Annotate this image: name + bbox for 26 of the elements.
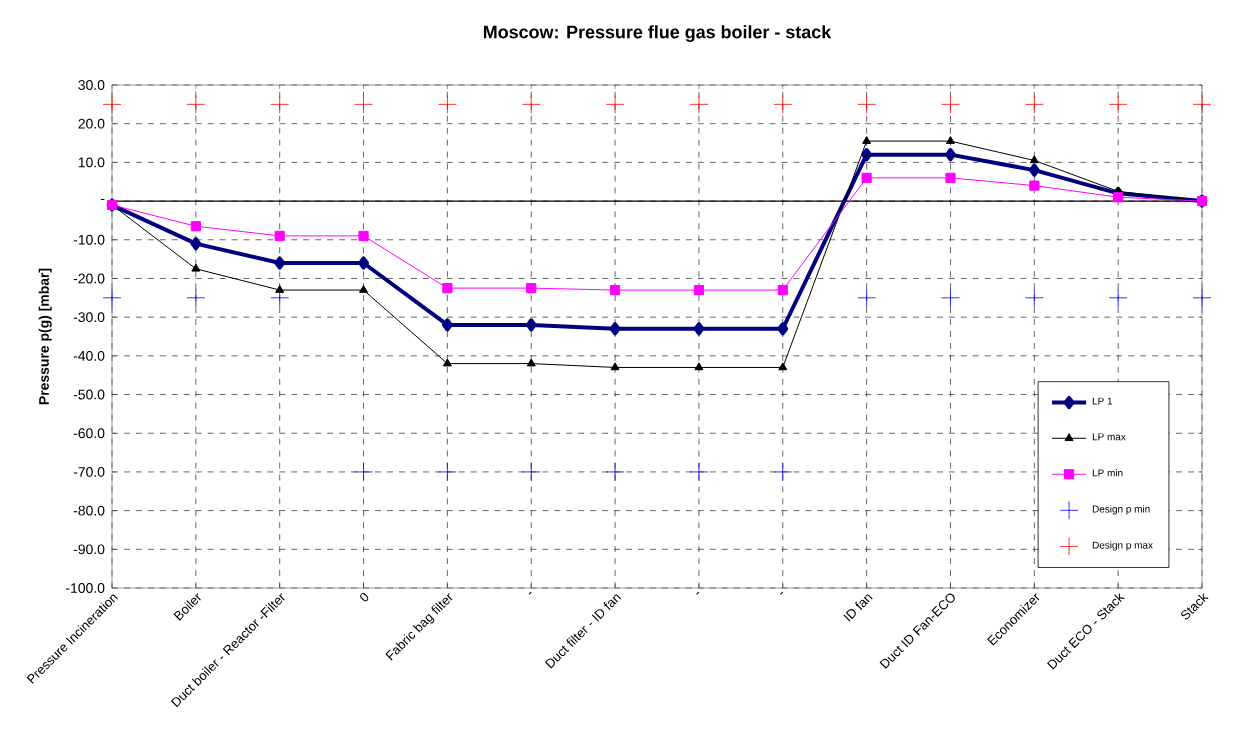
y-tick-label: 10.0 xyxy=(78,157,105,168)
y-tick-label: -70.0 xyxy=(73,467,105,477)
x-tick-label: - xyxy=(696,591,700,595)
y-tick-label: -20.0 xyxy=(73,273,105,284)
y-tick-label: -10.0 xyxy=(73,234,105,245)
legend-label: Design p max xyxy=(1092,541,1153,551)
y-tick-label: 20.0 xyxy=(78,118,105,129)
chart-title: Moscow: Pressure flue gas boiler - stack xyxy=(483,25,832,43)
x-tick-label: ID fan xyxy=(843,594,873,622)
y-tick-label: -100.0 xyxy=(66,583,105,593)
legend-label: LP 1 xyxy=(1092,397,1113,405)
x-tick-label: - xyxy=(780,591,784,595)
x-tick-label: 0 xyxy=(360,593,369,602)
legend-label: LP max xyxy=(1092,433,1126,441)
y-tick-label: -60.0 xyxy=(73,428,105,439)
legend-label: Design p min xyxy=(1092,505,1150,515)
y-tick-label: -40.0 xyxy=(73,350,105,361)
y-tick-label: -30.0 xyxy=(73,312,105,323)
y-tick-label: -90.0 xyxy=(73,544,105,555)
legend-label: LP min xyxy=(1092,469,1123,477)
y-tick-label: - xyxy=(100,198,105,201)
y-axis-title: Pressure p(g) [mbar] xyxy=(38,268,52,405)
x-tick-label: - xyxy=(528,591,532,595)
y-tick-label: -50.0 xyxy=(73,389,105,400)
y-tick-label: 30.0 xyxy=(78,80,105,90)
y-tick-label: -80.0 xyxy=(73,505,105,516)
